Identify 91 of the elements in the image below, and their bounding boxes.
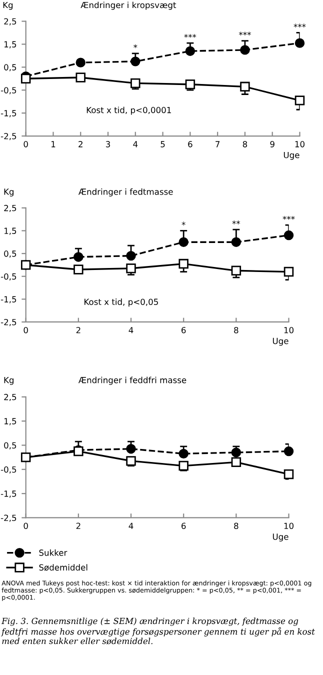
- point: [74, 252, 84, 262]
- x-axis-title: Uge: [272, 534, 288, 542]
- chart-title: Ændringer i fedtmasse: [78, 188, 173, 196]
- point: [76, 58, 86, 68]
- y-tick-label: -0,5: [0, 466, 16, 474]
- x-tick-label: 9: [270, 141, 274, 148]
- point: [178, 460, 188, 471]
- x-tick-label: 6: [188, 141, 192, 148]
- point: [126, 264, 136, 274]
- y-tick-label: 2,5: [4, 394, 16, 402]
- point: [294, 96, 305, 106]
- y-tick-label: -0,5: [0, 87, 16, 94]
- point: [284, 469, 294, 480]
- point: [231, 266, 242, 276]
- legend-label: Sødemiddel: [39, 564, 88, 571]
- annotation: ***: [238, 32, 251, 36]
- x-tick-label: 10: [284, 326, 294, 334]
- y-tick-label: 1,5: [4, 418, 16, 426]
- legend-label: Sukker: [39, 549, 68, 556]
- x-tick-label: 4: [128, 522, 134, 529]
- point: [130, 78, 140, 88]
- annotation: ***: [282, 216, 295, 220]
- point: [284, 446, 294, 456]
- y-tick-label: 0,5: [4, 64, 16, 72]
- point: [126, 250, 136, 261]
- point: [231, 457, 242, 468]
- point: [185, 80, 196, 90]
- y-tick-label: 2,5: [4, 204, 16, 212]
- point: [294, 38, 305, 48]
- x-tick-label: 8: [234, 522, 238, 530]
- y-tick-label: -2,5: [0, 132, 16, 140]
- y-tick-label: -0,5: [0, 273, 16, 280]
- point: [240, 82, 250, 92]
- y-tick-label: -1,5: [0, 296, 16, 304]
- x-axis-title: Uge: [284, 152, 300, 160]
- y-axis-title: Kg: [3, 2, 13, 10]
- point: [76, 72, 86, 82]
- x-tick-label: 0: [24, 326, 28, 334]
- x-tick-label: 1: [51, 141, 56, 148]
- annotation: ***: [184, 34, 196, 38]
- x-tick-label: 8: [234, 326, 238, 334]
- y-tick-label: 0,5: [4, 442, 16, 450]
- y-tick-label: -2,5: [0, 514, 16, 522]
- x-tick-label: 10: [295, 141, 304, 148]
- point: [130, 56, 140, 66]
- x-tick-label: 10: [284, 522, 294, 530]
- point: [126, 456, 136, 466]
- y-tick-label: 0,5: [4, 250, 16, 258]
- x-tick-label: 5: [160, 141, 165, 148]
- x-tick-label: 7: [216, 141, 220, 148]
- point: [126, 444, 136, 454]
- x-tick-label: 2: [76, 522, 80, 529]
- x-tick-label: 2: [78, 141, 82, 148]
- x-tick-label: 0: [24, 522, 28, 530]
- x-tick-label: 0: [24, 141, 28, 148]
- point: [178, 258, 188, 269]
- y-tick-label: 1,5: [4, 41, 16, 48]
- annotation: Kost x tid, p<0,05: [84, 298, 158, 307]
- x-axis-title: Uge: [272, 338, 288, 346]
- x-tick-label: 6: [182, 522, 186, 530]
- y-tick-label: -1,5: [0, 490, 16, 498]
- point: [178, 448, 188, 459]
- point: [185, 46, 196, 56]
- annotation: *: [182, 222, 186, 226]
- y-axis-title: Kg: [4, 188, 14, 196]
- x-tick-label: 2: [76, 326, 80, 334]
- x-tick-label: 8: [242, 141, 248, 148]
- caption: Fig. 3. Gennemsnitlige (± SEM) ændringer i kropsvægt, fedtmasse og fedtfri masse hos overvægtige forsøgspersoner gennem ti uger på en kost med enten sukker eller sødemiddel.: [1, 618, 315, 644]
- y-tick-label: 1,5: [4, 228, 16, 235]
- point: [240, 45, 250, 55]
- chart-title: Ændringer i feddfri masse: [78, 376, 186, 385]
- y-tick-label: -2,5: [0, 318, 16, 326]
- x-tick-label: 4: [128, 327, 134, 334]
- point: [231, 448, 242, 458]
- point: [20, 74, 31, 84]
- chart-title: Ændringer i kropsvægt: [80, 2, 176, 10]
- x-tick-label: 3: [106, 141, 110, 148]
- annotation: **: [232, 220, 240, 224]
- annotation: Kost x tid, p<0,0001: [86, 106, 171, 115]
- point: [231, 237, 242, 247]
- point: [178, 237, 188, 247]
- annotation: *: [134, 44, 138, 48]
- x-tick-label: 4: [133, 141, 138, 148]
- x-tick-label: 6: [182, 326, 186, 334]
- point: [284, 230, 294, 240]
- point: [284, 266, 294, 277]
- y-tick-label: -1,5: [0, 110, 16, 118]
- point: [74, 264, 84, 274]
- y-axis-title: Kg: [4, 377, 14, 385]
- y-tick-label: 2,5: [4, 18, 16, 26]
- annotation: ***: [294, 24, 306, 28]
